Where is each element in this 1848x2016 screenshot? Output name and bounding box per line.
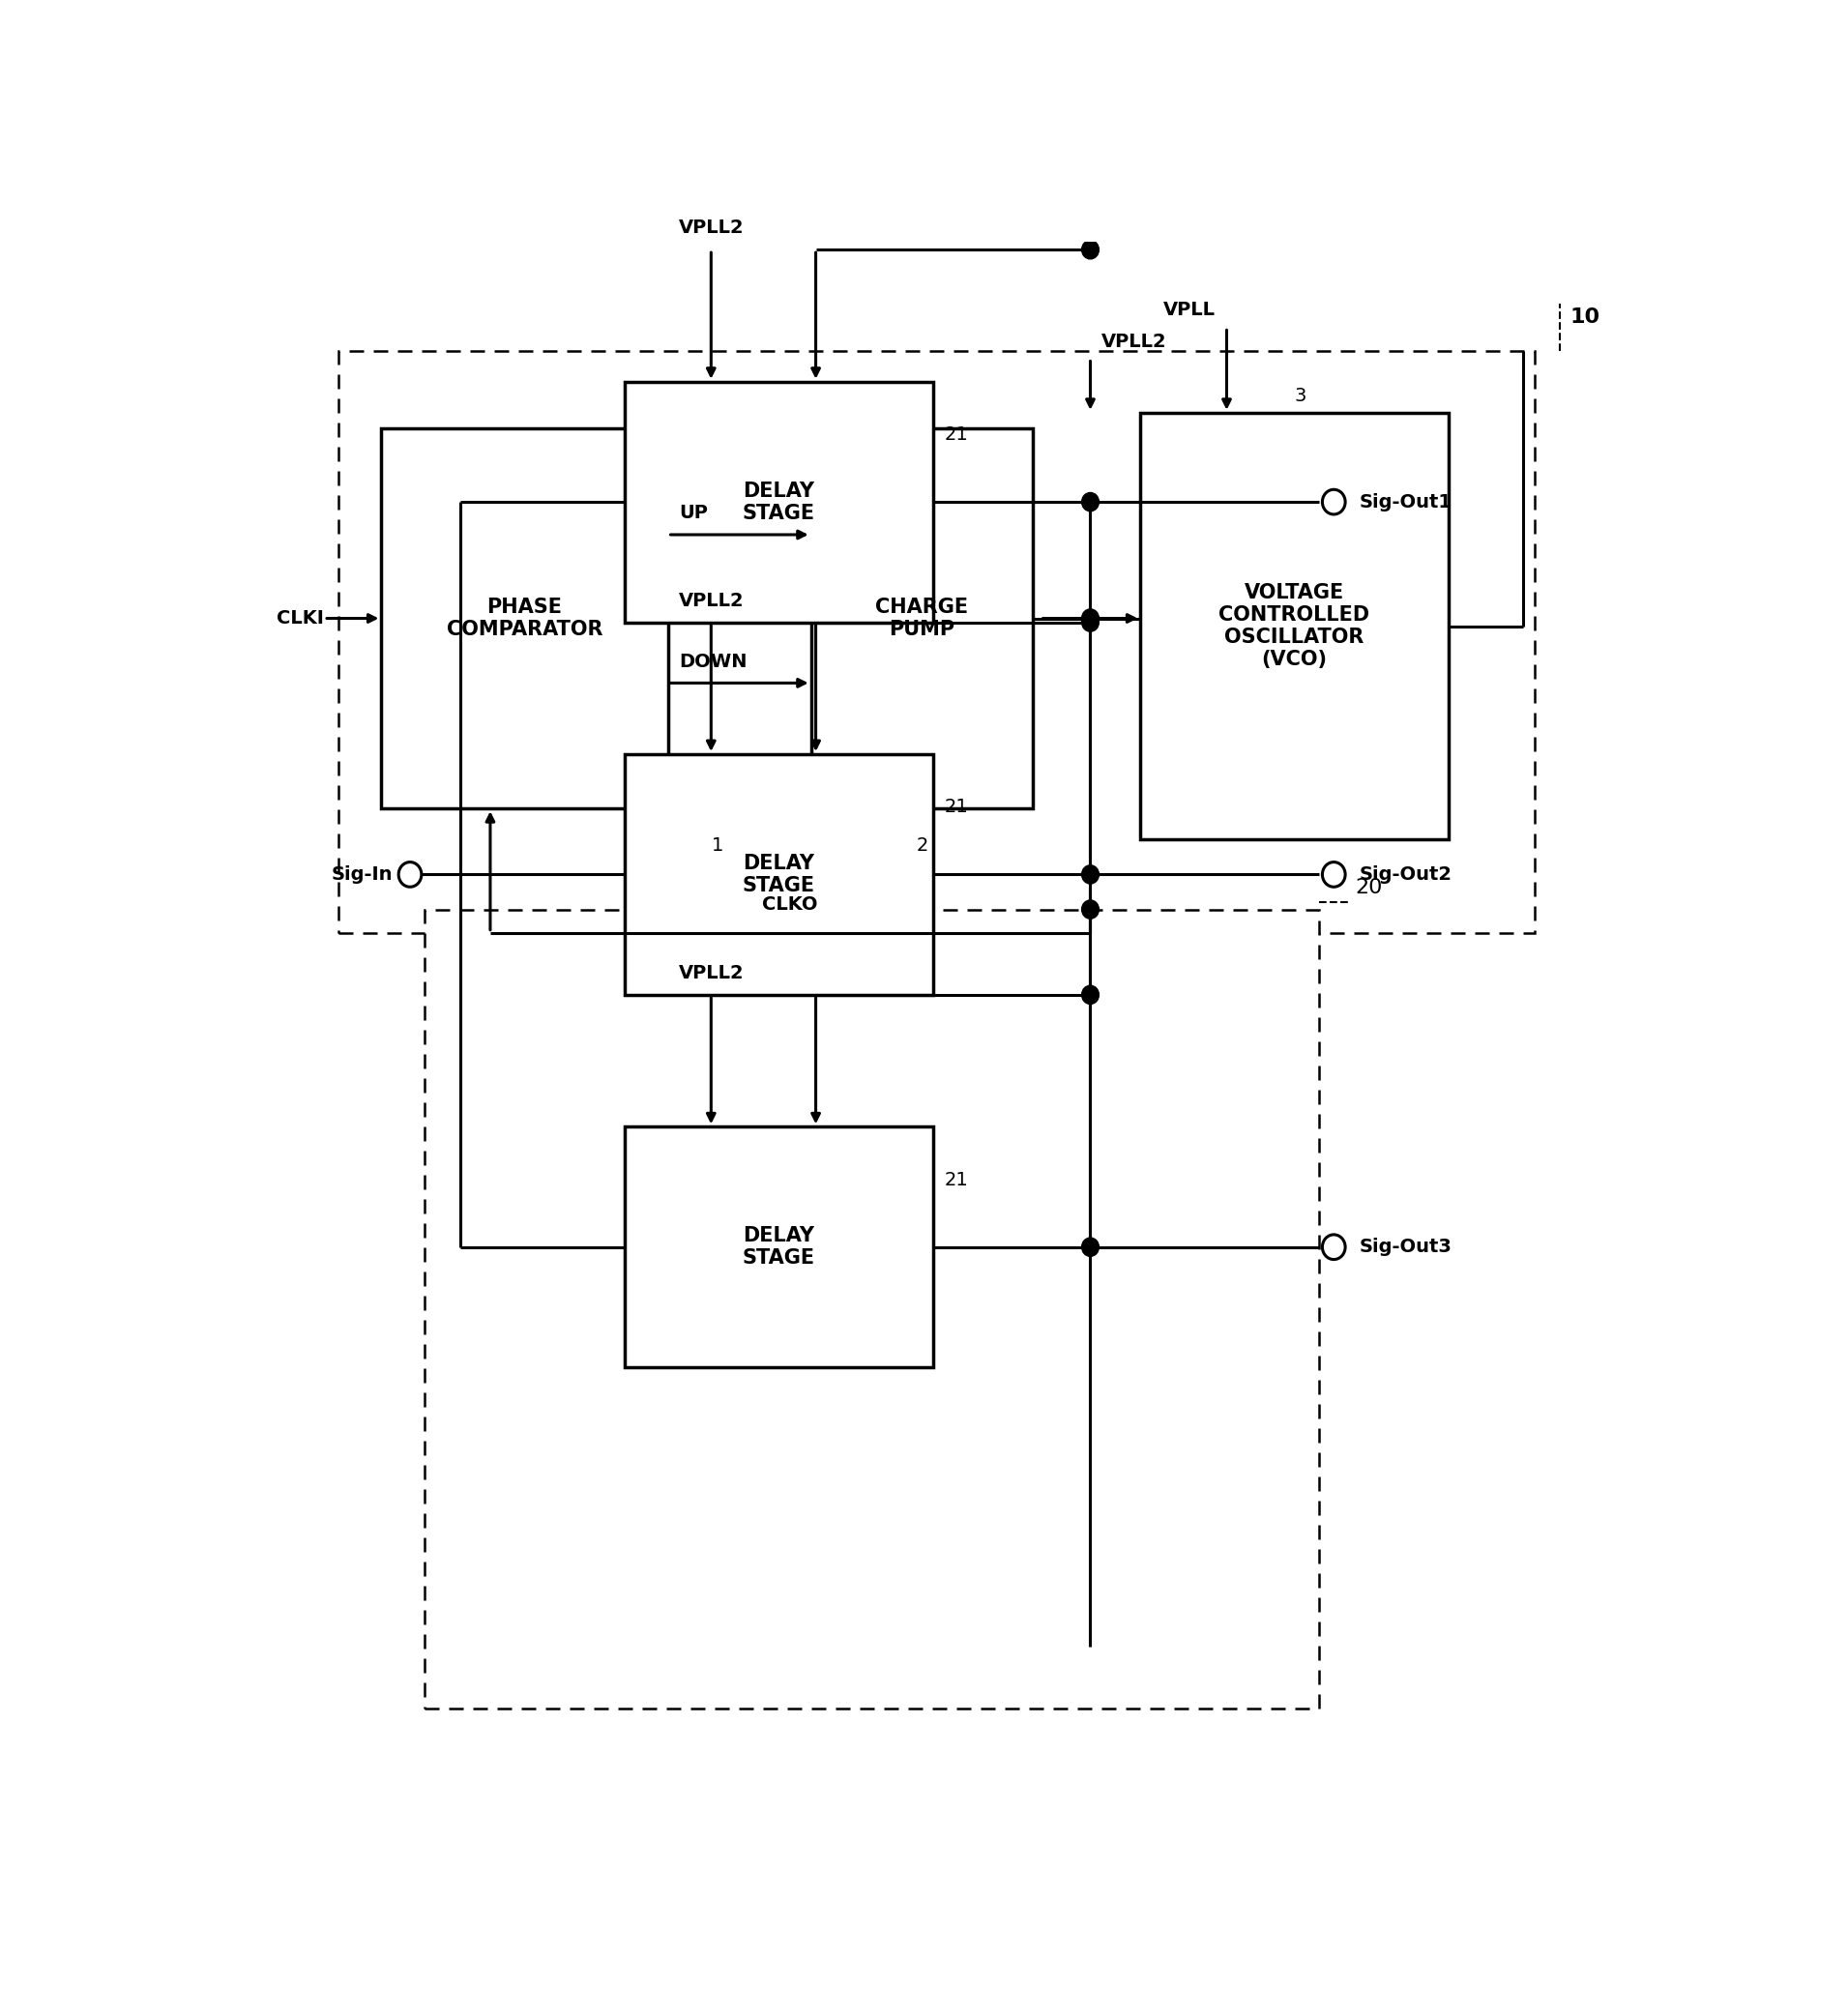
- Circle shape: [1081, 492, 1100, 512]
- Text: 20: 20: [1355, 877, 1382, 897]
- Text: 1: 1: [711, 837, 724, 855]
- Text: 21: 21: [944, 798, 968, 816]
- Text: PHASE
COMPARATOR: PHASE COMPARATOR: [447, 597, 602, 639]
- Bar: [625, 1127, 933, 1367]
- Text: VPLL2: VPLL2: [678, 220, 743, 238]
- Bar: [625, 754, 933, 994]
- Text: VPLL2: VPLL2: [678, 591, 743, 609]
- Text: Sig-Out1: Sig-Out1: [1360, 492, 1453, 512]
- Text: CHARGE
PUMP: CHARGE PUMP: [876, 597, 968, 639]
- Text: UP: UP: [680, 504, 708, 522]
- Bar: [381, 427, 667, 808]
- Text: DOWN: DOWN: [680, 653, 747, 671]
- Text: Sig-Out2: Sig-Out2: [1360, 865, 1453, 883]
- Text: DELAY
STAGE: DELAY STAGE: [743, 853, 815, 895]
- Text: CLKO: CLKO: [763, 895, 819, 913]
- Text: Sig-Out3: Sig-Out3: [1360, 1238, 1453, 1256]
- Text: Sig-In: Sig-In: [331, 865, 394, 883]
- Circle shape: [1081, 1238, 1100, 1256]
- Text: 3: 3: [1295, 387, 1307, 405]
- Circle shape: [1081, 613, 1100, 631]
- Circle shape: [1081, 240, 1100, 258]
- Text: 21: 21: [944, 1171, 968, 1189]
- Circle shape: [1081, 865, 1100, 883]
- Text: 21: 21: [944, 425, 968, 444]
- Bar: [811, 427, 1033, 808]
- Text: DELAY
STAGE: DELAY STAGE: [743, 1226, 815, 1268]
- Text: VPLL2: VPLL2: [1101, 333, 1168, 351]
- Bar: [1140, 413, 1449, 839]
- Text: VPLL2: VPLL2: [678, 964, 743, 982]
- Circle shape: [1081, 899, 1100, 919]
- Text: DELAY
STAGE: DELAY STAGE: [743, 482, 815, 522]
- Text: CLKI: CLKI: [277, 609, 323, 627]
- Text: 2: 2: [917, 837, 928, 855]
- Bar: [625, 381, 933, 623]
- Text: VPLL: VPLL: [1162, 300, 1216, 319]
- Text: 10: 10: [1571, 308, 1600, 327]
- Bar: [338, 351, 1534, 933]
- Circle shape: [1081, 986, 1100, 1004]
- Text: VOLTAGE
CONTROLLED
OSCILLATOR
(VCO): VOLTAGE CONTROLLED OSCILLATOR (VCO): [1220, 583, 1369, 669]
- Bar: [425, 909, 1319, 1710]
- Circle shape: [1081, 609, 1100, 627]
